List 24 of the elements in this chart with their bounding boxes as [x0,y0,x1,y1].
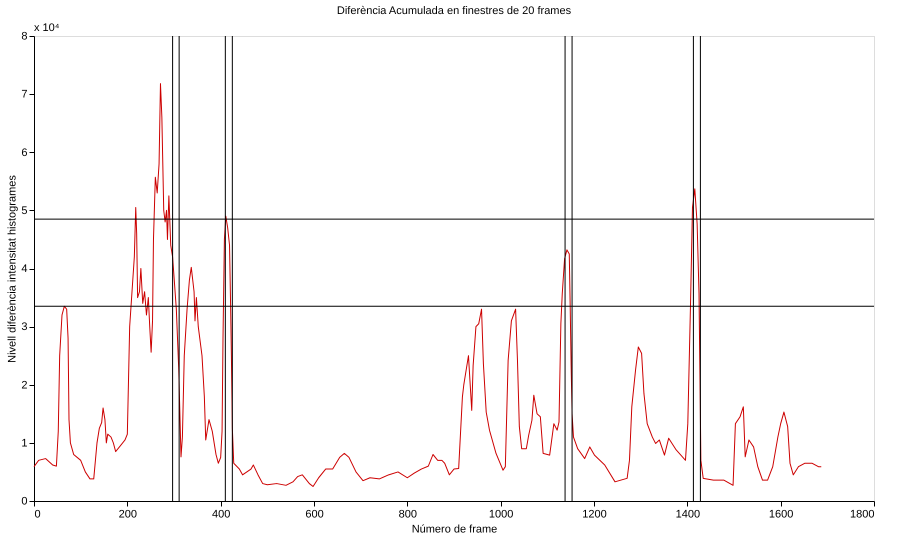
line-series [34,83,822,487]
x-tick-label: 800 [398,508,418,520]
y-tick-label: 8 [21,30,28,42]
y-tick-label: 5 [21,204,28,217]
x-tick-label: 400 [212,508,230,520]
x-tick-label: 1000 [488,508,514,520]
y-tick-label: 6 [21,146,28,159]
x-tick-label: 600 [305,508,324,520]
y-tick-label: 0 [21,496,28,508]
y-tick-label: 4 [21,263,28,275]
x-tick-label: 1400 [676,508,700,520]
x-tick-label: 0 [34,508,41,520]
y-tick-label: 3 [21,321,28,334]
x-tick-label: 1200 [582,508,607,520]
chart-title: Diferència Acumulada en finestres de 20 frames [336,5,572,17]
y-tick-label: 2 [21,379,28,392]
y-tick-label: 1 [21,437,28,450]
text: x 10⁴ [34,22,60,34]
x-axis-title: Número de frame [412,524,498,536]
y-tick-label: 7 [21,88,28,101]
x-tick-label: 200 [118,508,138,520]
x-tick-label: 1600 [768,508,794,520]
x-tick-label: 1800 [850,508,874,520]
y-axis-title: Nivell diferència intensitat histogrames [6,174,18,363]
